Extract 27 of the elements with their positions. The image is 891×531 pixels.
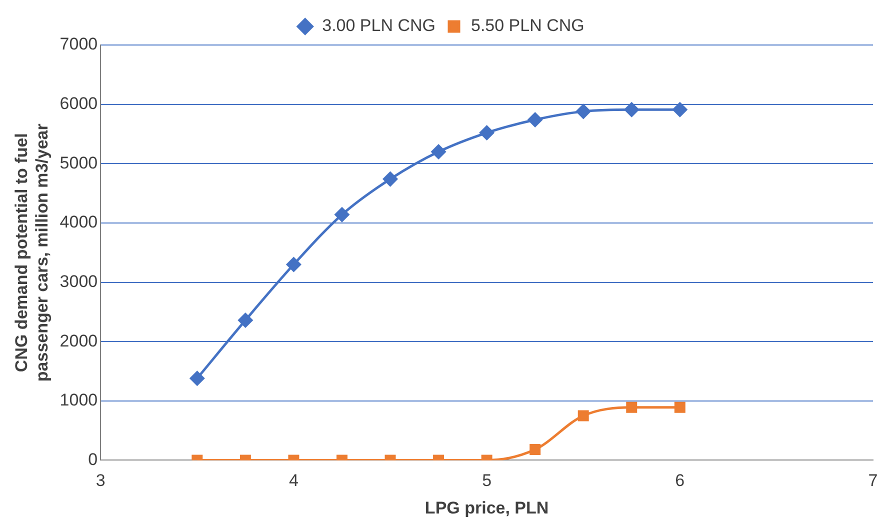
y-tick-label: 5000 bbox=[60, 153, 98, 172]
x-tick-label: 7 bbox=[868, 471, 878, 490]
x-tick-label: 3 bbox=[96, 471, 106, 490]
point bbox=[672, 102, 688, 117]
x-tick-label: 5 bbox=[482, 471, 492, 490]
y-tick-label: 4000 bbox=[60, 212, 98, 232]
point bbox=[383, 172, 398, 186]
legend-label: 5.50 PLN CNG bbox=[471, 16, 584, 36]
y-tick-label: 1000 bbox=[60, 390, 98, 410]
point bbox=[286, 257, 301, 272]
x-tick-label: 6 bbox=[675, 471, 685, 490]
x-tick-label: 4 bbox=[288, 471, 298, 490]
y-axis-title: CNG demand potential to fuel passenger cars, million m3/year bbox=[12, 123, 52, 382]
y-tick-label: 2000 bbox=[60, 331, 98, 350]
point bbox=[624, 102, 639, 117]
y-tick-label: 6000 bbox=[60, 94, 98, 113]
y-tick-label: 3000 bbox=[60, 272, 98, 291]
point bbox=[528, 112, 542, 127]
y-tick-label: 7000 bbox=[60, 34, 98, 54]
point bbox=[576, 104, 591, 119]
y-tick-label: 0 bbox=[88, 450, 98, 469]
x-axis-title: LPG price, PLN bbox=[424, 498, 549, 518]
legend-label: 3.00 PLN CNG bbox=[322, 16, 436, 36]
point bbox=[431, 144, 446, 160]
point bbox=[480, 126, 494, 140]
point bbox=[334, 207, 350, 222]
point bbox=[238, 312, 253, 328]
